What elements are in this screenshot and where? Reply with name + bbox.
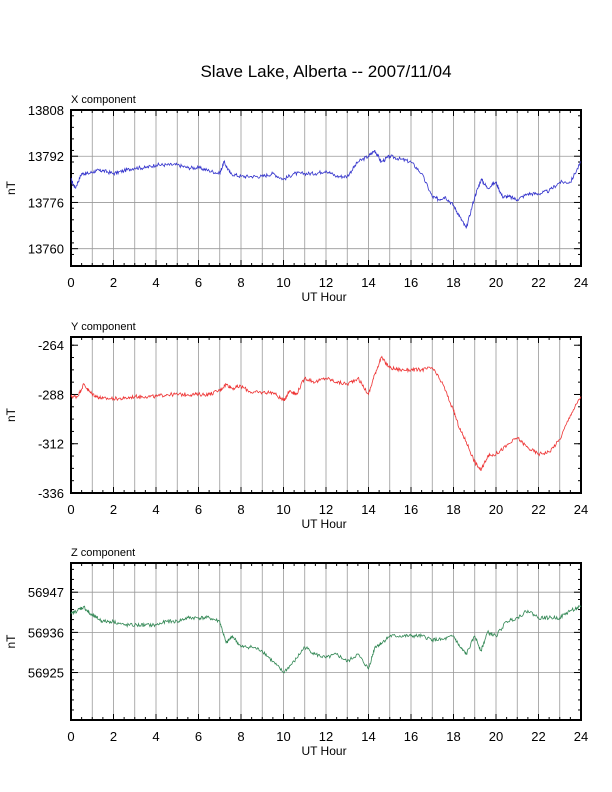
x-tick-label: 2: [110, 729, 117, 744]
x-axis-label: UT Hour: [301, 290, 346, 304]
x-tick-label: 16: [404, 729, 418, 744]
x-tick-label: 16: [404, 502, 418, 517]
x-tick-label: 4: [152, 729, 159, 744]
x-tick-label: 14: [361, 729, 375, 744]
y-axis-label: nT: [4, 407, 18, 422]
series-line: [70, 149, 582, 229]
x-tick-label: 10: [276, 275, 290, 290]
x-tick-label: 2: [110, 275, 117, 290]
x-tick-label: 2: [110, 502, 117, 517]
x-tick-label: 8: [237, 729, 244, 744]
x-tick-label: 18: [446, 502, 460, 517]
x-tick-label: 16: [404, 275, 418, 290]
component-title: Y component: [71, 321, 136, 333]
x-tick-label: 6: [195, 502, 202, 517]
x-tick-label: 14: [361, 275, 375, 290]
x-axis-label: UT Hour: [301, 744, 346, 758]
x-tick-label: 22: [531, 275, 545, 290]
x-tick-label: 12: [319, 275, 333, 290]
y-tick-label: 13760: [28, 242, 64, 257]
x-tick-label: 22: [531, 729, 545, 744]
x-tick-label: 22: [531, 502, 545, 517]
x-tick-label: 0: [67, 502, 74, 517]
y-tick-label: -336: [38, 486, 64, 501]
series-line: [70, 355, 582, 471]
x-axis-label: UT Hour: [301, 517, 346, 531]
x-tick-label: 18: [446, 275, 460, 290]
x-tick-label: 0: [67, 729, 74, 744]
page-title: Slave Lake, Alberta -- 2007/11/04: [200, 62, 451, 81]
y-axis-label: nT: [4, 180, 18, 195]
x-tick-label: 12: [319, 502, 333, 517]
x-tick-label: 8: [237, 275, 244, 290]
y-tick-label: -264: [38, 338, 64, 353]
y-tick-label: 13792: [28, 149, 64, 164]
x-tick-label: 6: [195, 729, 202, 744]
x-tick-label: 10: [276, 729, 290, 744]
component-title: X component: [71, 94, 136, 106]
x-tick-label: 24: [574, 729, 588, 744]
x-tick-label: 24: [574, 275, 588, 290]
x-tick-label: 20: [489, 275, 503, 290]
x-tick-label: 0: [67, 275, 74, 290]
x-tick-label: 8: [237, 502, 244, 517]
y-tick-label: -312: [38, 437, 64, 452]
x-tick-label: 4: [152, 275, 159, 290]
y-tick-label: -288: [38, 387, 64, 402]
x-tick-label: 6: [195, 275, 202, 290]
y-tick-label: 56936: [28, 625, 64, 640]
x-tick-label: 14: [361, 502, 375, 517]
x-tick-label: 4: [152, 502, 159, 517]
x-tick-label: 12: [319, 729, 333, 744]
series-line: [70, 605, 582, 674]
x-tick-label: 18: [446, 729, 460, 744]
x-tick-label: 24: [574, 502, 588, 517]
y-tick-label: 56925: [28, 666, 64, 681]
y-tick-label: 56947: [28, 585, 64, 600]
x-tick-label: 10: [276, 502, 290, 517]
x-tick-label: 20: [489, 729, 503, 744]
x-tick-label: 20: [489, 502, 503, 517]
component-title: Z component: [71, 547, 135, 559]
y-axis-label: nT: [4, 634, 18, 649]
y-tick-label: 13808: [28, 103, 64, 118]
y-tick-label: 13776: [28, 195, 64, 210]
